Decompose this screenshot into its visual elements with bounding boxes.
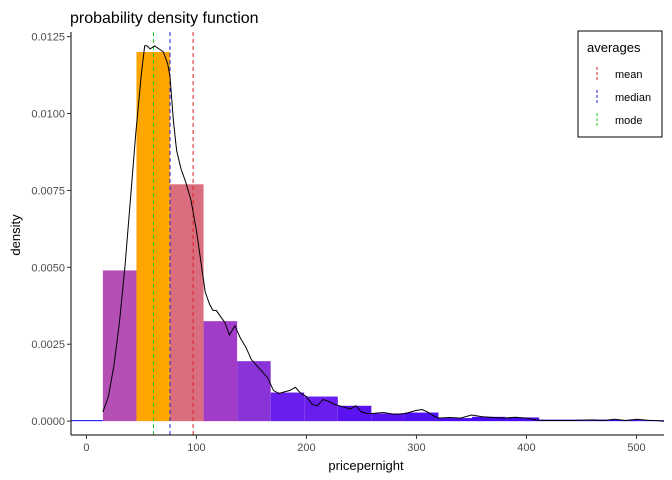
y-tick-label: 0.0100 [31,109,65,121]
x-axis-ticks: 0 100 200 300 400 500 [83,435,646,454]
x-tick-label: 400 [517,442,535,454]
histogram-bar [71,420,103,422]
y-axis-title: density [8,214,23,256]
x-tick-label: 0 [83,442,89,454]
histogram-bar [371,413,405,422]
density-curve [102,45,665,422]
legend-label-median: median [615,92,651,104]
histogram-bar [203,321,238,422]
density-curve-layer [102,45,665,422]
axes: 0 100 200 300 400 500 0.0000 0.0025 0.0050 0.007… [31,32,664,454]
histogram-bar [472,416,506,422]
legend-box [577,30,663,138]
histogram-bar [404,412,439,422]
x-tick-label: 100 [187,442,205,454]
legend-label-mode: mode [615,115,643,127]
y-tick-label: 0.0075 [31,185,65,197]
y-axis-ticks: 0.0000 0.0025 0.0050 0.0075 0.0100 0.0125 [31,32,71,428]
legend: averages mean median mode [577,30,663,138]
histogram-bar [337,405,372,422]
x-tick-label: 300 [407,442,425,454]
x-tick-label: 500 [627,442,645,454]
y-tick-label: 0.0000 [31,416,65,428]
y-tick-label: 0.0050 [31,262,65,274]
legend-title: averages [587,40,641,55]
chart-title: probability density function [70,10,259,27]
histogram-bar [505,417,540,422]
histogram-bar [237,361,271,422]
x-tick-label: 200 [297,442,315,454]
y-tick-label: 0.0025 [31,339,65,351]
histogram-bar [270,392,305,422]
x-axis-title: pricepernight [328,458,404,473]
legend-label-mean: mean [615,69,643,81]
y-tick-label: 0.0125 [31,32,65,44]
legend-entries: mean median mode [596,67,651,127]
histogram-bar [438,418,473,422]
histogram-bars [71,51,664,422]
histogram-bar [170,184,204,422]
